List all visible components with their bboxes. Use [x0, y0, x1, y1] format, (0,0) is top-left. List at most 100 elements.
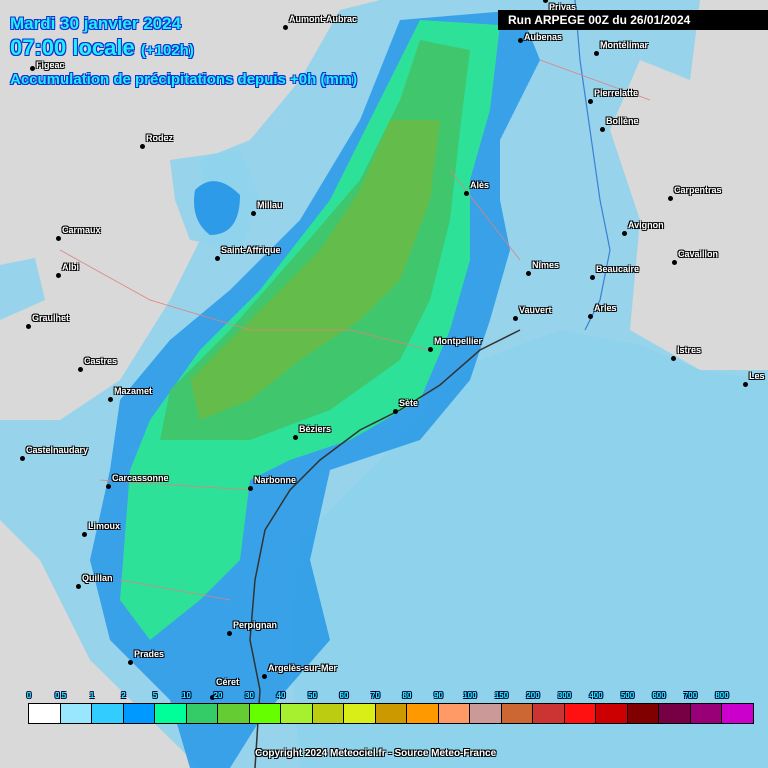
legend-label: 300: [557, 691, 572, 700]
legend-label: 5: [152, 691, 158, 700]
city-label: Saint-Affrique: [221, 245, 281, 255]
city-marker: [215, 256, 220, 261]
city-label: Figeac: [36, 60, 65, 70]
legend-label: 500: [620, 691, 635, 700]
city-label: Aumont-Aubrac: [289, 14, 357, 24]
city-marker: [588, 99, 593, 104]
legend-label: 700: [683, 691, 698, 700]
legend-swatch: [281, 704, 313, 723]
city-label: Avignon: [628, 220, 664, 230]
city-label: Millau: [257, 200, 283, 210]
city-label: Béziers: [299, 424, 332, 434]
map-subtitle: Accumulation de précipitations depuis +0…: [10, 71, 358, 88]
legend-swatch: [60, 704, 92, 723]
legend-label: 200: [526, 691, 540, 700]
city-label: Arles: [594, 303, 617, 313]
city-marker: [594, 51, 599, 56]
legend-label: 20: [213, 691, 223, 700]
city-marker: [668, 196, 673, 201]
city-marker: [518, 38, 523, 43]
city-marker: [251, 211, 256, 216]
city-label: Sète: [399, 398, 419, 408]
city-label: Carpentras: [674, 185, 722, 195]
city-label: Les: [749, 371, 765, 381]
city-label: Privas: [549, 2, 577, 12]
city-marker: [743, 382, 748, 387]
city-label: Quillan: [82, 573, 113, 583]
city-label: Narbonne: [254, 475, 297, 485]
precip-blue-spot: [194, 181, 240, 235]
legend-swatch: [186, 704, 218, 723]
legend-label: 100: [463, 691, 477, 700]
city-label: Istres: [677, 345, 702, 355]
city-label: Rodez: [146, 133, 173, 143]
city-label: Graulhet: [32, 313, 70, 323]
legend-label: 2: [121, 691, 126, 700]
city-label: Pierrelatte: [594, 88, 639, 98]
city-marker: [513, 316, 518, 321]
city-marker: [140, 144, 145, 149]
city-marker: [108, 397, 113, 402]
city-label: Alès: [470, 180, 490, 190]
city-marker: [672, 260, 677, 265]
legend-swatch: [92, 704, 124, 723]
legend-label: 80: [402, 691, 412, 700]
legend-swatch: [218, 704, 250, 723]
city-label: Castres: [84, 356, 118, 366]
city-marker: [283, 25, 288, 30]
legend-label: 50: [308, 691, 317, 700]
city-label: Montélimar: [600, 40, 649, 50]
city-label: Castelnaudary: [26, 445, 89, 455]
city-marker: [428, 347, 433, 352]
city-label: Céret: [216, 677, 240, 687]
legend-label: 1: [89, 691, 95, 700]
border-lines: [59, 59, 651, 601]
legend-swatch: [407, 704, 439, 723]
city-label: Prades: [134, 649, 165, 659]
legend-swatch: [344, 704, 376, 723]
legend-label: 600: [652, 691, 666, 700]
legend-swatch: [533, 704, 565, 723]
city-label: Argelès-sur-Mer: [268, 663, 338, 673]
rhone-river: [574, 0, 611, 331]
city-marker: [393, 409, 398, 414]
legend-swatch: [155, 704, 187, 723]
city-label: Perpignan: [233, 620, 278, 630]
city-marker: [600, 127, 605, 132]
coastline: [249, 329, 521, 768]
legend-swatch: [123, 704, 155, 723]
legend-label: 0.5: [54, 691, 67, 700]
legend-label: 10: [182, 691, 191, 700]
legend-swatch: [596, 704, 628, 723]
legend-swatch: [690, 704, 722, 723]
city-marker: [590, 275, 595, 280]
legend-label: 150: [494, 691, 509, 700]
city-marker: [588, 314, 593, 319]
city-label: Cavaillon: [678, 249, 719, 259]
city-marker: [671, 356, 676, 361]
forecast-hour: 07:00 locale: [10, 35, 135, 60]
legend-swatch: [249, 704, 281, 723]
legend-label: 30: [245, 691, 254, 700]
city-marker: [248, 486, 253, 491]
city-marker: [30, 66, 35, 71]
city-label: Montpellier: [434, 336, 483, 346]
legend-label: 0: [26, 691, 32, 700]
city-marker: [262, 674, 267, 679]
legend-swatch: [722, 704, 753, 723]
legend-label: 40: [276, 691, 286, 700]
legend-swatch: [470, 704, 502, 723]
run-info: Run ARPEGE 00Z du 26/01/2024: [498, 10, 768, 30]
city-marker: [20, 456, 25, 461]
city-marker: [526, 271, 531, 276]
city-marker: [227, 631, 232, 636]
color-legend: [28, 703, 754, 724]
legend-swatch: [438, 704, 470, 723]
legend-label: 800: [715, 691, 729, 700]
legend-label: 90: [434, 691, 443, 700]
copyright: Copyright 2024 Meteociel.fr - Source Met…: [255, 748, 497, 759]
city-label: Bollène: [606, 116, 639, 126]
city-label: Limoux: [88, 521, 121, 531]
city-label: Beaucaire: [596, 264, 640, 274]
